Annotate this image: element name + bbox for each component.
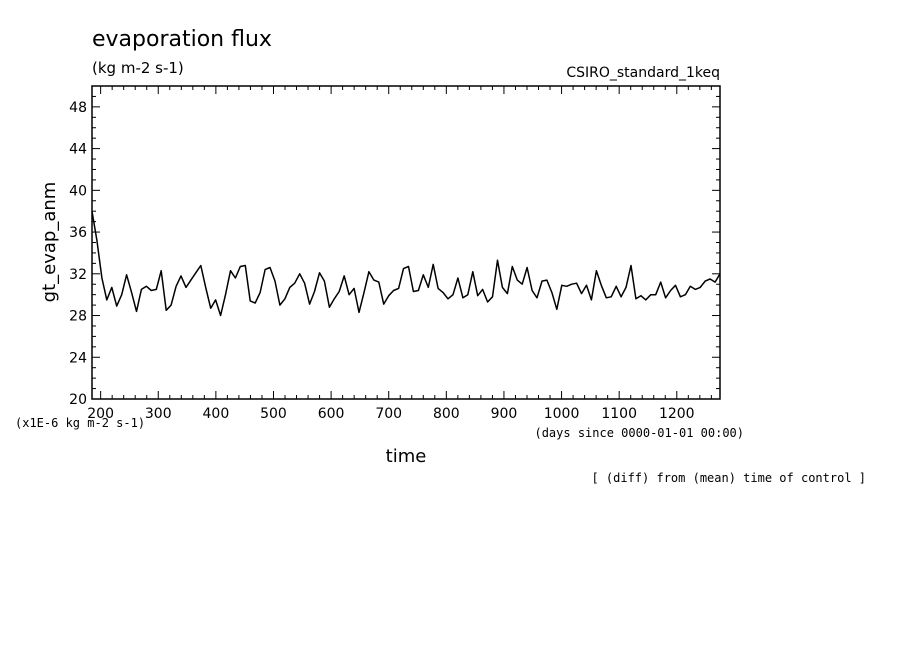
x-tick-label: 1000 [544,406,580,422]
chart-title: evaporation flux [92,27,272,52]
y-tick-label: 40 [69,183,87,199]
y-axis-label: gt_evap_anm [39,182,60,303]
y-tick-labels: 20 24 28 32 36 40 44 48 [69,100,87,408]
y-tick-label: 32 [69,267,87,283]
units-label: (kg m-2 s-1) [92,59,184,77]
x-tick-label: 600 [318,406,345,422]
plot-frame [91,85,721,400]
x-tick-label: 800 [433,406,460,422]
y-tick-label: 36 [69,225,87,241]
x-tick-labels: 200 300 400 500 600 700 800 900 1000 1100 1200 [87,406,694,422]
y-tick-label: 44 [69,142,87,158]
y-tick-label: 28 [69,309,87,325]
x-tick-label: 300 [145,406,172,422]
y-scale-note: (x1E-6 kg m-2 s-1) [15,416,145,430]
x-tick-label: 900 [491,406,518,422]
y-tick-label: 24 [69,350,87,366]
x-tick-label: 500 [260,406,287,422]
x-axis-label: time [386,446,427,467]
x-tick-label: 1100 [601,406,637,422]
series-line [91,211,721,317]
x-tick-label: 400 [203,406,230,422]
series-line-group [91,211,721,317]
axis-ticks [92,85,720,400]
x-tick-label: 200 [87,406,114,422]
x-tick-label: 700 [375,406,402,422]
dataset-label: CSIRO_standard_1keq [566,65,720,81]
y-tick-label: 20 [69,392,87,408]
x-units-label: (days since 0000-01-01 00:00) [534,426,744,440]
y-tick-label: 48 [69,100,87,116]
x-tick-label: 1200 [659,406,695,422]
comparison-note: [ (diff) from (mean) time of control ] [591,471,866,485]
